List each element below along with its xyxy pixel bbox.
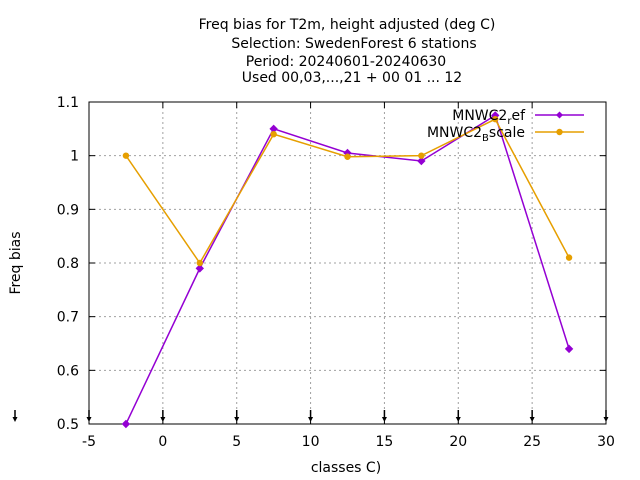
series-point — [418, 152, 425, 159]
series-point — [344, 153, 351, 160]
y-tick-labels: 0.5 0.6 0.7 0.8 0.9 1 1.1 — [57, 95, 79, 433]
series-point — [195, 264, 204, 273]
y-tick-label: 0.7 — [57, 310, 79, 326]
series-point — [269, 124, 278, 134]
x-axis-label: classes C) — [311, 460, 381, 476]
x-tick-label: 15 — [376, 434, 394, 450]
grid-lines — [89, 102, 606, 424]
x-arrow-head — [455, 417, 461, 422]
legend-label: MNWC2Bscale — [427, 125, 525, 144]
x-arrow-head — [234, 417, 240, 422]
y-tick-label: 1.1 — [57, 95, 79, 111]
series-line — [125, 114, 570, 425]
axis-arrows — [12, 410, 609, 422]
x-arrow-head — [529, 417, 535, 422]
y-tick-label: 0.6 — [57, 363, 79, 379]
x-arrow-head — [603, 417, 609, 422]
legend-swatch-marker — [556, 111, 563, 119]
chart-title: Freq bias for T2m, height adjusted (deg … — [199, 17, 496, 86]
x-arrow-head — [381, 417, 387, 422]
series-point — [122, 152, 130, 159]
x-tick-labels: -5 0 5 10 15 20 25 30 — [82, 434, 615, 450]
y-tick-label: 0.8 — [57, 256, 79, 272]
x-tick-label: 20 — [449, 434, 467, 450]
x-arrow-head — [160, 417, 166, 422]
series-point — [564, 344, 574, 354]
x-tick-label: 30 — [597, 434, 615, 450]
legend-label: MNWC2ref — [452, 108, 526, 127]
plot-frame — [88, 101, 607, 425]
x-tick-label: 5 — [232, 434, 241, 450]
series-point — [270, 131, 277, 138]
data-series — [121, 111, 574, 429]
x-tick-label: 25 — [523, 434, 541, 450]
series-point — [565, 254, 573, 261]
legend-swatch-marker — [556, 128, 563, 136]
x-arrow-head — [308, 417, 314, 422]
x-arrow-head — [86, 417, 92, 422]
y-axis-label: Freq bias — [8, 231, 24, 294]
title-line-4: Used 00,03,...,21 + 00 01 ... 12 — [242, 70, 462, 86]
x-tick-label: 0 — [158, 434, 167, 450]
y-tick-label: 0.5 — [57, 417, 79, 433]
series-point — [417, 156, 426, 166]
left-arrow-head — [12, 417, 18, 422]
series-point — [121, 419, 131, 429]
series-point — [196, 259, 203, 267]
title-line-1: Freq bias for T2m, height adjusted (deg … — [199, 17, 496, 33]
x-tick-label: -5 — [82, 434, 96, 450]
y-tick-label: 1 — [70, 149, 79, 165]
x-tick-label: 10 — [302, 434, 320, 450]
series-point — [492, 115, 499, 123]
title-line-3: Period: 20240601-20240630 — [246, 54, 446, 70]
title-line-2: Selection: SwedenForest 6 stations — [231, 36, 476, 52]
y-tick-label: 0.9 — [57, 202, 79, 218]
